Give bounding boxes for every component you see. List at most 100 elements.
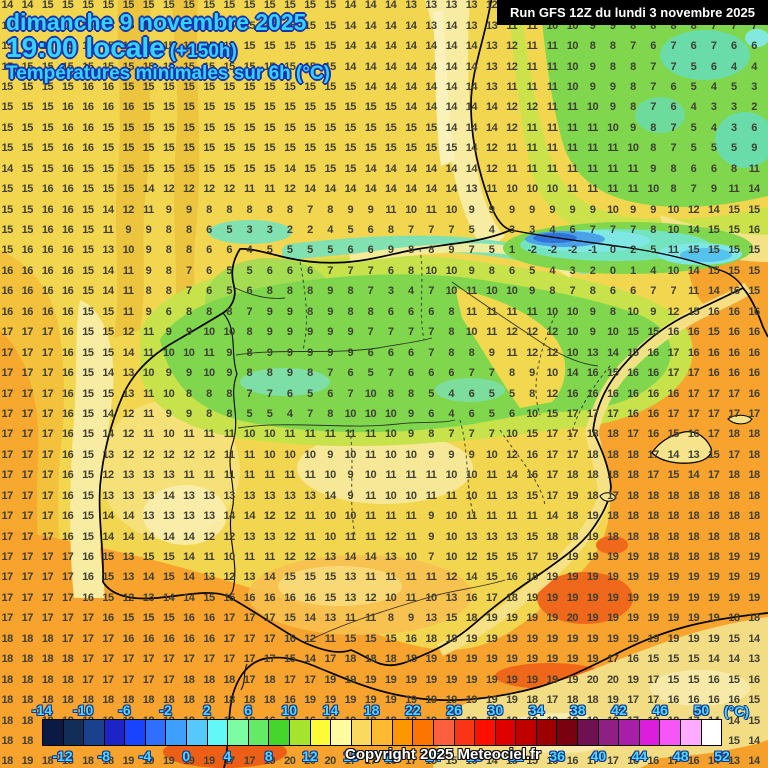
temp-value: 11 (264, 183, 275, 196)
temp-value: 13 (485, 80, 498, 93)
temp-value: 19 (728, 571, 740, 584)
temp-value: 18 (607, 448, 619, 461)
temp-value: 18 (667, 530, 680, 543)
temp-value: 14 (102, 264, 114, 277)
temp-value: 4 (286, 407, 293, 420)
temp-value: 17 (1, 346, 13, 359)
temp-value: 5 (529, 264, 535, 277)
temp-value: 15 (183, 101, 195, 114)
temp-value: 15 (344, 162, 357, 175)
temp-value: 15 (102, 183, 114, 196)
temp-value: 8 (206, 203, 212, 216)
temp-value: 14 (687, 264, 700, 277)
temp-value: 19 (506, 694, 518, 707)
temp-value: 18 (21, 694, 34, 707)
temp-value: 11 (567, 183, 578, 196)
temp-value: 14 (405, 101, 417, 114)
temp-value: 15 (687, 653, 700, 666)
temp-value: 7 (347, 387, 354, 400)
temp-value: 18 (263, 673, 276, 686)
temp-value: 19 (667, 612, 680, 625)
temp-value: 15 (223, 40, 236, 53)
temp-value: 17 (21, 489, 34, 502)
temp-value: 8 (286, 203, 293, 216)
temp-value: 12 (506, 448, 518, 461)
temp-value: 8 (670, 183, 677, 196)
temp-value: 19 (687, 591, 700, 604)
temp-value: 15 (687, 305, 700, 318)
temp-value: 17 (647, 448, 659, 461)
temp-value: 16 (748, 326, 760, 339)
temp-value: 17 (708, 469, 720, 482)
temp-value: 9 (428, 448, 434, 461)
colorbar-cell (557, 719, 579, 746)
temp-value: 19 (485, 694, 498, 707)
temp-value: 18 (506, 591, 518, 604)
temp-value: 18 (82, 755, 94, 768)
temp-value: 18 (445, 632, 458, 645)
temp-value: 19 (526, 673, 538, 686)
temp-value: 15 (122, 19, 135, 32)
colorbar-label: 30 (487, 702, 504, 718)
temp-value: 15 (687, 244, 700, 257)
temp-value: 9 (347, 326, 354, 339)
temp-value: 5 (731, 142, 737, 155)
temp-value: 7 (428, 326, 434, 339)
temp-value: 18 (364, 653, 377, 666)
temp-value: 5 (266, 407, 273, 420)
temp-value: 15 (102, 121, 114, 134)
temp-value: 14 (1, 162, 13, 175)
temp-value: 15 (183, 142, 195, 155)
temp-value: 18 (607, 530, 619, 543)
temp-value: 14 (506, 469, 518, 482)
temp-value: 17 (41, 346, 54, 359)
temp-value: 11 (567, 142, 578, 155)
temp-value: 11 (526, 60, 538, 73)
temp-value: 11 (587, 121, 598, 134)
temp-value: 17 (667, 755, 680, 768)
temp-value: 15 (284, 40, 296, 53)
temp-value: 16 (102, 80, 114, 93)
temp-value: 6 (428, 367, 434, 380)
temp-value: 15 (102, 305, 114, 318)
temp-value: 11 (223, 428, 235, 441)
temp-value: 10 (465, 489, 478, 502)
temp-value: 16 (21, 264, 34, 277)
temp-value: 19 (546, 673, 559, 686)
temp-value: 7 (670, 121, 677, 134)
temp-value: 15 (41, 60, 54, 73)
temp-value: 17 (162, 673, 175, 686)
temp-value: 19 (566, 673, 579, 686)
temp-value: 15 (284, 0, 296, 12)
temp-value: 17 (1, 530, 13, 543)
temp-value: 17 (41, 469, 54, 482)
temp-value: 14 (364, 551, 377, 564)
colorbar-cell (598, 719, 620, 746)
temp-value: 15 (506, 551, 518, 564)
colorbar-cell (125, 719, 146, 746)
temp-value: 14 (687, 224, 700, 237)
temp-value: 18 (687, 489, 700, 502)
temp-value: 14 (183, 591, 195, 604)
temp-value: 15 (708, 326, 720, 339)
temp-value: 12 (304, 632, 316, 645)
temp-value: 7 (327, 367, 333, 380)
colorbar-label: 18 (363, 702, 380, 718)
temp-value: 7 (408, 326, 414, 339)
temp-value: 18 (344, 653, 357, 666)
temp-value: 10 (566, 80, 579, 93)
temp-value: 18 (687, 551, 700, 564)
temp-value: 11 (607, 162, 619, 175)
temp-value: 15 (708, 224, 720, 237)
temp-value: 20 (304, 755, 316, 768)
temp-value: 5 (731, 80, 737, 93)
temp-value: 16 (708, 305, 720, 318)
temp-value: 19 (445, 673, 458, 686)
colorbar-cell (660, 719, 681, 746)
temp-value: 14 (385, 40, 397, 53)
temp-value: 18 (1, 714, 13, 727)
temp-value: 12 (526, 326, 538, 339)
temp-value: 18 (607, 469, 619, 482)
temp-value: 15 (304, 19, 316, 32)
temp-value: 14 (728, 653, 740, 666)
